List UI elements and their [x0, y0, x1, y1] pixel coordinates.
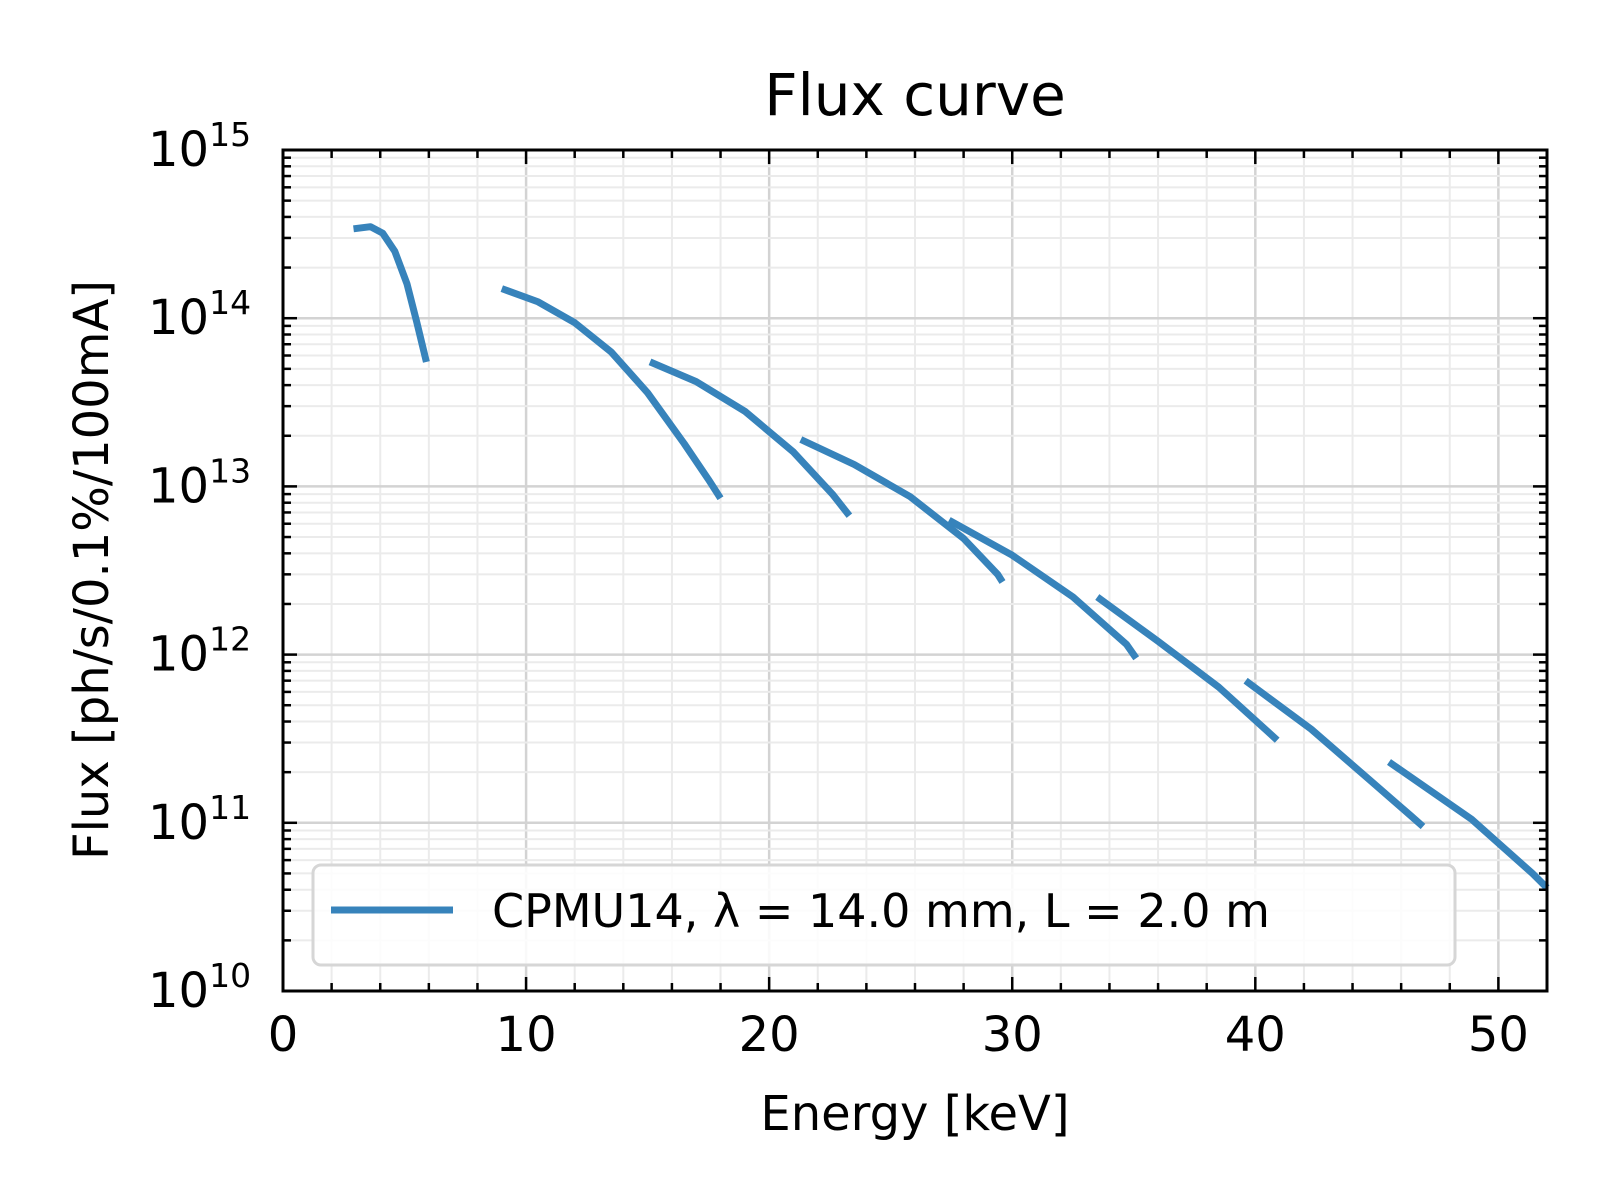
- y-tick-label: 1014: [148, 283, 251, 346]
- legend-box: [311, 863, 1457, 967]
- series-segment-1: [353, 223, 430, 363]
- y-tick-label: 1013: [148, 451, 251, 514]
- axis-ticks: [281, 148, 1549, 993]
- series-segment-3: [648, 358, 853, 518]
- x-tick-label: 50: [1468, 1007, 1529, 1063]
- y-tick-label: 1011: [148, 788, 251, 851]
- series-curves: [353, 223, 1550, 891]
- y-tick-label: 1015: [148, 115, 251, 178]
- series-segment-7: [1243, 677, 1426, 830]
- series-segment-8: [1387, 759, 1550, 891]
- x-axis-label: Energy [keV]: [760, 1086, 1069, 1142]
- x-tick-label: 30: [982, 1007, 1043, 1063]
- grid-lines: [281, 148, 1548, 993]
- series-segment-6: [1095, 594, 1280, 743]
- legend-label: CPMU14, λ = 14.0 mm, L = 2.0 m: [492, 884, 1270, 938]
- series-segment-4: [799, 436, 1006, 584]
- chart-title: Flux curve: [764, 61, 1066, 129]
- y-axis-label: Flux [ph/s/0.1%/100mA]: [64, 280, 120, 860]
- x-tick-label: 10: [496, 1007, 557, 1063]
- x-tick-label: 20: [739, 1007, 800, 1063]
- series-segment-2: [500, 285, 724, 501]
- legend: CPMU14, λ = 14.0 mm, L = 2.0 m: [311, 863, 1457, 967]
- tick-labels: 0 10 20 30 40 50 1010 1011 1012 1013 1014 1015: [148, 115, 1529, 1063]
- y-tick-label: 1010: [148, 956, 251, 1019]
- y-tick-label: 1012: [148, 620, 251, 683]
- x-tick-label: 40: [1225, 1007, 1286, 1063]
- series-segment-5: [947, 517, 1140, 661]
- x-tick-label: 0: [268, 1007, 299, 1063]
